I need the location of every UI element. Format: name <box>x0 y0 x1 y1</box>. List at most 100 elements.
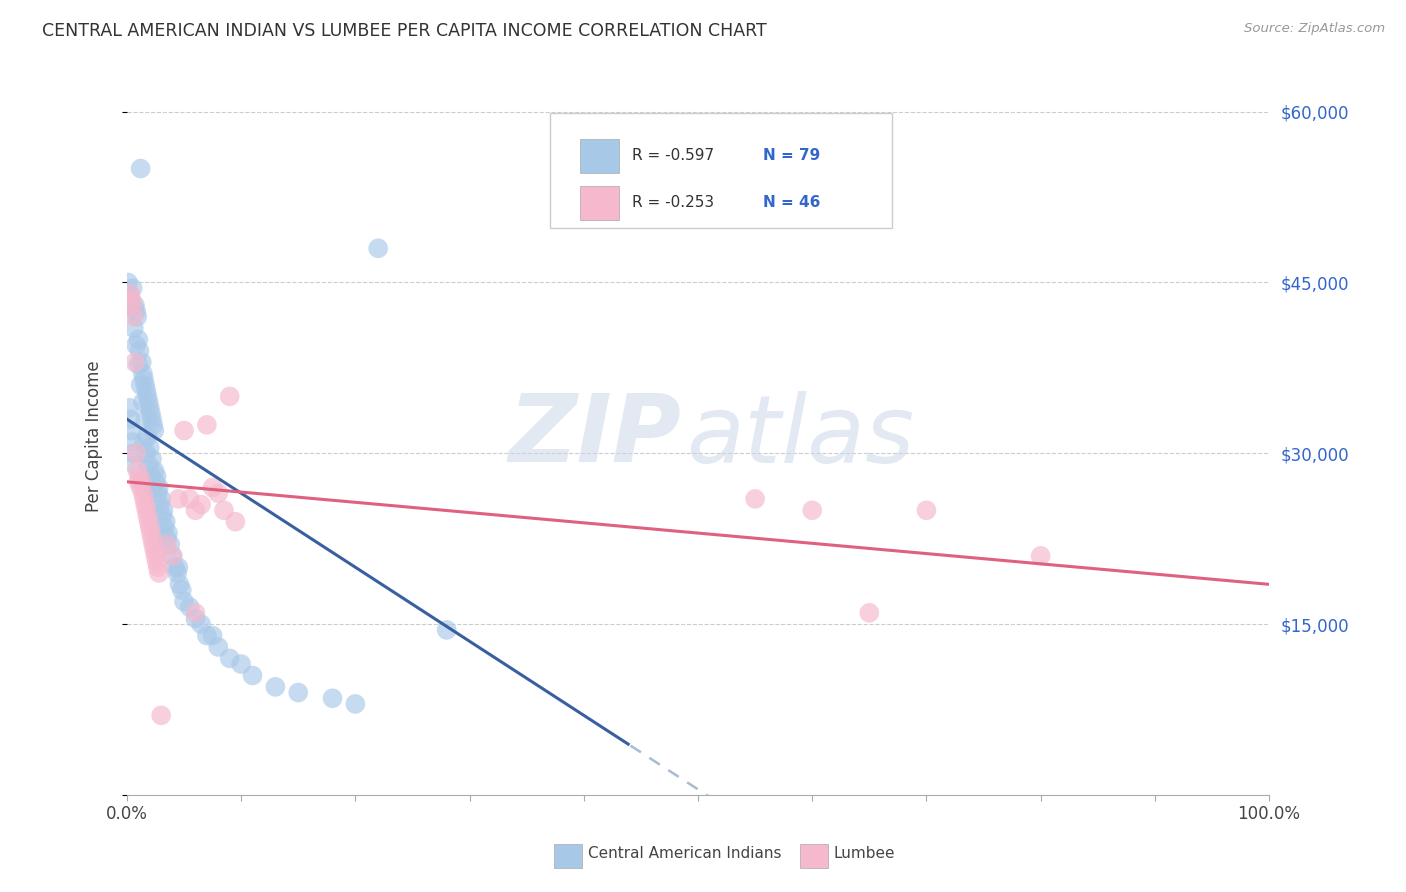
Point <box>139 441 162 455</box>
Point <box>858 606 880 620</box>
Point <box>117 276 139 290</box>
Point <box>127 475 149 489</box>
Point <box>136 429 159 443</box>
Point <box>156 532 179 546</box>
Point <box>224 515 246 529</box>
Point <box>136 508 159 523</box>
Point <box>179 491 201 506</box>
Point <box>127 310 149 324</box>
Text: R = -0.253: R = -0.253 <box>631 195 714 211</box>
Point <box>121 301 143 315</box>
Point <box>367 241 389 255</box>
Point <box>118 286 141 301</box>
Point <box>344 697 367 711</box>
Point <box>132 491 155 506</box>
Point <box>218 389 240 403</box>
Point <box>163 560 186 574</box>
Point <box>229 657 252 671</box>
Point <box>184 611 207 625</box>
Point <box>152 503 174 517</box>
Point <box>135 384 157 398</box>
Text: N = 46: N = 46 <box>763 195 821 211</box>
Point <box>321 691 343 706</box>
Point <box>131 475 153 489</box>
Point <box>195 417 218 432</box>
Point <box>127 333 149 347</box>
Point <box>145 549 167 563</box>
Point <box>145 555 167 569</box>
Point <box>139 407 162 421</box>
Point <box>150 491 173 506</box>
Point <box>143 424 166 438</box>
Point <box>132 367 155 381</box>
Point <box>128 343 150 358</box>
Point <box>135 446 157 460</box>
Point <box>124 355 146 369</box>
Point <box>121 293 143 307</box>
Point <box>212 503 235 517</box>
Point <box>801 503 824 517</box>
Point <box>287 685 309 699</box>
Point <box>139 401 162 415</box>
Point <box>118 401 141 415</box>
Point <box>138 395 160 409</box>
Text: Lumbee: Lumbee <box>834 847 896 861</box>
Point <box>150 708 173 723</box>
Point <box>142 481 165 495</box>
Point <box>125 304 148 318</box>
Point <box>122 321 145 335</box>
Point <box>195 629 218 643</box>
Point <box>145 469 167 483</box>
Text: Source: ZipAtlas.com: Source: ZipAtlas.com <box>1244 22 1385 36</box>
Point <box>134 378 156 392</box>
Point <box>173 424 195 438</box>
Point <box>143 463 166 477</box>
Point <box>207 640 229 654</box>
Point <box>1029 549 1052 563</box>
Point <box>190 498 212 512</box>
Point <box>127 358 149 372</box>
Point <box>169 577 191 591</box>
Point <box>120 412 142 426</box>
Point <box>121 434 143 449</box>
Point <box>153 520 176 534</box>
Point <box>166 566 188 580</box>
Point <box>149 498 172 512</box>
Point <box>134 412 156 426</box>
Point <box>139 520 162 534</box>
Point <box>141 412 163 426</box>
Point <box>125 338 148 352</box>
Point <box>131 355 153 369</box>
Point <box>129 481 152 495</box>
FancyBboxPatch shape <box>581 186 619 219</box>
Point <box>132 486 155 500</box>
Point <box>120 286 142 301</box>
Point <box>122 310 145 324</box>
Point <box>146 486 169 500</box>
Point <box>159 537 181 551</box>
Point <box>132 434 155 449</box>
Point <box>179 600 201 615</box>
Text: Central American Indians: Central American Indians <box>588 847 782 861</box>
Point <box>132 395 155 409</box>
Point <box>150 508 173 523</box>
Point <box>436 623 458 637</box>
Point <box>121 281 143 295</box>
Point <box>157 526 180 541</box>
Point <box>141 452 163 467</box>
Point <box>139 526 162 541</box>
Point <box>145 475 167 489</box>
Point <box>155 515 177 529</box>
Point <box>136 389 159 403</box>
Point <box>120 293 142 307</box>
Point <box>201 629 224 643</box>
Point <box>124 298 146 312</box>
Point <box>162 549 184 563</box>
Point <box>129 378 152 392</box>
Point <box>142 537 165 551</box>
Point <box>207 486 229 500</box>
Point <box>122 446 145 460</box>
Point <box>143 543 166 558</box>
Point <box>184 606 207 620</box>
Point <box>148 566 170 580</box>
